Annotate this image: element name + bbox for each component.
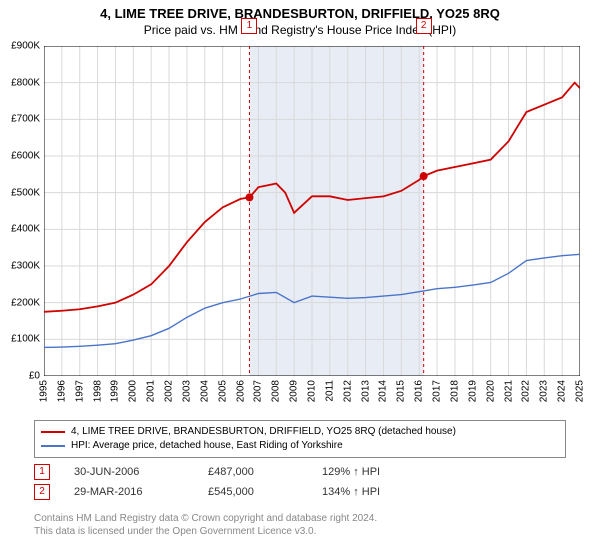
x-axis-label: 2014 — [378, 380, 389, 402]
x-axis-label: 2000 — [128, 380, 139, 402]
footer-line: Contains HM Land Registry data © Crown c… — [34, 512, 377, 525]
y-axis-label: £400K — [11, 224, 40, 235]
x-axis-label: 2009 — [289, 380, 300, 402]
footer-line: This data is licensed under the Open Gov… — [34, 525, 377, 538]
sales-table: 1 30-JUN-2006 £487,000 129% ↑ HPI 2 29-M… — [34, 462, 432, 502]
x-axis-label: 2018 — [449, 380, 460, 402]
legend-item: 4, LIME TREE DRIVE, BRANDESBURTON, DRIFF… — [41, 425, 559, 439]
x-axis-label: 2002 — [164, 380, 175, 402]
x-axis-label: 2008 — [271, 380, 282, 402]
y-axis-label: £300K — [11, 261, 40, 272]
chart-marker-icon: 1 — [241, 18, 257, 34]
sale-marker-icon: 2 — [34, 484, 50, 500]
chart-marker-icon: 2 — [416, 18, 432, 34]
sale-marker-icon: 1 — [34, 464, 50, 480]
sale-price: £545,000 — [208, 482, 298, 502]
sales-row: 1 30-JUN-2006 £487,000 129% ↑ HPI — [34, 462, 432, 482]
x-axis-label: 2023 — [539, 380, 550, 402]
y-axis-label: £200K — [11, 297, 40, 308]
x-axis-label: 1998 — [92, 380, 103, 402]
x-axis-label: 2005 — [217, 380, 228, 402]
sale-hpi: 134% ↑ HPI — [322, 482, 432, 502]
x-axis-label: 2024 — [557, 380, 568, 402]
x-axis-label: 2021 — [503, 380, 514, 402]
x-axis-label: 2025 — [575, 380, 586, 402]
x-axis-label: 2015 — [396, 380, 407, 402]
y-axis-label: £900K — [11, 41, 40, 52]
legend-swatch — [41, 445, 65, 447]
x-axis-label: 1995 — [39, 380, 50, 402]
x-axis-label: 2004 — [199, 380, 210, 402]
chart-svg — [44, 46, 580, 376]
sale-date: 30-JUN-2006 — [74, 462, 184, 482]
y-axis-label: £800K — [11, 77, 40, 88]
legend: 4, LIME TREE DRIVE, BRANDESBURTON, DRIFF… — [34, 420, 566, 458]
x-axis-label: 2010 — [307, 380, 318, 402]
x-axis-label: 1996 — [56, 380, 67, 402]
legend-swatch — [41, 431, 65, 433]
legend-label: HPI: Average price, detached house, East… — [71, 439, 343, 453]
x-axis-label: 2013 — [360, 380, 371, 402]
sale-hpi: 129% ↑ HPI — [322, 462, 432, 482]
legend-label: 4, LIME TREE DRIVE, BRANDESBURTON, DRIFF… — [71, 425, 456, 439]
x-axis-label: 2019 — [467, 380, 478, 402]
page-subtitle: Price paid vs. HM Land Registry's House … — [0, 21, 600, 37]
page-title: 4, LIME TREE DRIVE, BRANDESBURTON, DRIFF… — [0, 0, 600, 21]
x-axis-label: 2016 — [414, 380, 425, 402]
x-axis-label: 2006 — [235, 380, 246, 402]
chart: £0£100K£200K£300K£400K£500K£600K£700K£80… — [44, 46, 580, 376]
x-axis-label: 2001 — [146, 380, 157, 402]
footer: Contains HM Land Registry data © Crown c… — [34, 512, 377, 538]
y-axis-label: £600K — [11, 151, 40, 162]
x-axis-label: 2022 — [521, 380, 532, 402]
x-axis-label: 1999 — [110, 380, 121, 402]
x-axis-label: 2003 — [181, 380, 192, 402]
x-axis-label: 2020 — [485, 380, 496, 402]
x-axis-label: 2012 — [342, 380, 353, 402]
x-axis-label: 1997 — [74, 380, 85, 402]
x-axis-label: 2007 — [253, 380, 264, 402]
y-axis-label: £100K — [11, 334, 40, 345]
sale-date: 29-MAR-2016 — [74, 482, 184, 502]
legend-item: HPI: Average price, detached house, East… — [41, 439, 559, 453]
sale-price: £487,000 — [208, 462, 298, 482]
x-axis-label: 2011 — [324, 380, 335, 402]
y-axis-label: £500K — [11, 187, 40, 198]
sales-row: 2 29-MAR-2016 £545,000 134% ↑ HPI — [34, 482, 432, 502]
y-axis-label: £700K — [11, 114, 40, 125]
x-axis-label: 2017 — [432, 380, 443, 402]
page: 4, LIME TREE DRIVE, BRANDESBURTON, DRIFF… — [0, 0, 600, 560]
